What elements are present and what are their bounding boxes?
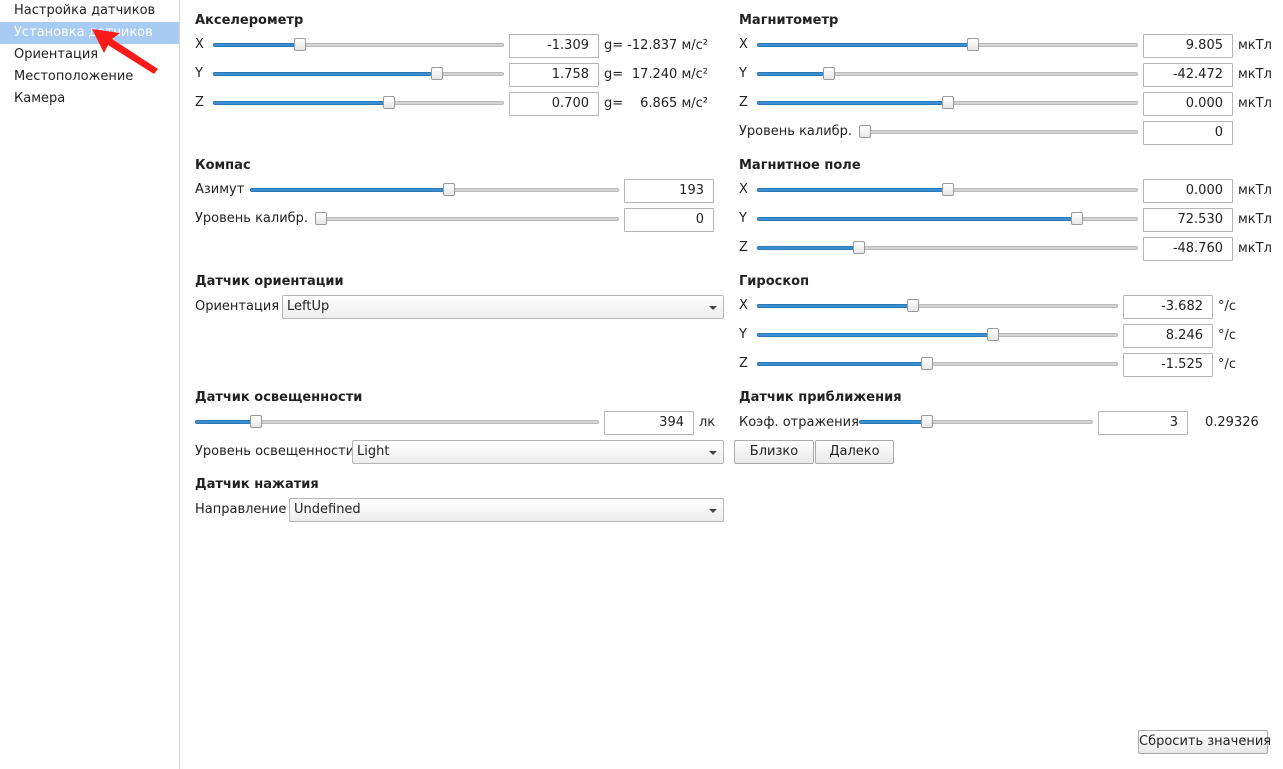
chevron-down-icon — [709, 306, 717, 310]
mag-y-field[interactable]: -42.472 — [1143, 63, 1233, 87]
accel-x-ms2: -12.837 м/с² — [627, 38, 708, 53]
mf-y-field[interactable]: 72.530 — [1143, 208, 1233, 232]
accel-x-slider[interactable] — [213, 37, 504, 53]
mf-z-unit: мкТл — [1238, 241, 1272, 256]
accel-x-g-label: g= — [604, 38, 624, 53]
nav-item-camera[interactable]: Камера — [14, 91, 66, 106]
mag-z-label: Z — [739, 95, 748, 110]
magnetic-field-title: Магнитное поле — [739, 158, 861, 173]
accel-y-label: Y — [195, 66, 203, 81]
nav-item-sensor-setup[interactable]: Установка датчиков — [0, 22, 179, 44]
proximity-sensor-title: Датчик приближения — [739, 390, 902, 405]
mag-calib-field[interactable]: 0 — [1143, 121, 1233, 145]
light-slider[interactable] — [195, 414, 599, 430]
far-button[interactable]: Далеко — [815, 440, 894, 464]
mf-x-slider[interactable] — [757, 182, 1138, 198]
accel-z-slider[interactable] — [213, 95, 504, 111]
mf-x-field[interactable]: 0.000 — [1143, 179, 1233, 203]
sidebar: Настройка датчиков Установка датчиков Ор… — [0, 0, 180, 769]
gyro-x-field[interactable]: -3.682 — [1123, 295, 1213, 319]
pressure-sensor-title: Датчик нажатия — [195, 477, 319, 492]
mag-y-label: Y — [739, 66, 747, 81]
red-arrow-annotation-icon — [92, 29, 158, 74]
orientation-select[interactable]: LeftUp — [282, 295, 724, 319]
reflect-ratio: 0.29326 — [1205, 415, 1259, 430]
orientation-select-value: LeftUp — [287, 299, 330, 314]
light-level-select-value: Light — [357, 444, 390, 459]
chevron-down-icon — [709, 509, 717, 513]
mag-x-field[interactable]: 9.805 — [1143, 34, 1233, 58]
accel-z-ms2: 6.865 м/с² — [640, 96, 708, 111]
light-unit: лк — [699, 415, 716, 430]
accel-y-field[interactable]: 1.758 — [509, 63, 599, 87]
mf-z-label: Z — [739, 240, 748, 255]
gyro-z-slider[interactable] — [757, 356, 1118, 372]
accel-y-slider[interactable] — [213, 66, 504, 82]
gyro-y-unit: °/с — [1218, 328, 1237, 343]
compass-azimuth-label: Азимут — [195, 182, 245, 197]
mag-z-unit: мкТл — [1238, 96, 1272, 111]
reflect-field[interactable]: 3 — [1098, 411, 1188, 435]
nav-item-orientation[interactable]: Ориентация — [14, 47, 99, 62]
reset-values-button[interactable]: Сбросить значения — [1138, 730, 1271, 754]
accel-y-ms2: 17.240 м/с² — [631, 67, 708, 82]
light-level-label: Уровень освещенности — [195, 444, 355, 459]
mag-x-label: X — [739, 37, 748, 52]
orientation-label: Ориентация — [195, 299, 280, 314]
accelerometer-title: Акселерометр — [195, 13, 304, 28]
reflect-label: Коэф. отражения — [739, 415, 859, 430]
mag-y-slider[interactable] — [757, 66, 1138, 82]
gyro-x-unit: °/с — [1218, 299, 1237, 314]
mf-z-field[interactable]: -48.760 — [1143, 237, 1233, 261]
light-field[interactable]: 394 — [604, 411, 694, 435]
accel-y-g-label: g= — [604, 67, 624, 82]
nav-item-sensor-settings[interactable]: Настройка датчиков — [14, 3, 156, 18]
gyro-y-slider[interactable] — [757, 327, 1118, 343]
gyro-z-field[interactable]: -1.525 — [1123, 353, 1213, 377]
direction-label: Направление — [195, 502, 287, 517]
light-sensor-title: Датчик освещенности — [195, 390, 363, 405]
gyro-y-label: Y — [739, 327, 747, 342]
mag-calib-label: Уровень калибр. — [739, 124, 853, 139]
accel-z-field[interactable]: 0.700 — [509, 92, 599, 116]
reflect-slider[interactable] — [859, 414, 1093, 430]
direction-select[interactable]: Undefined — [289, 498, 724, 522]
gyroscope-title: Гироскоп — [739, 274, 810, 289]
mag-calib-slider[interactable] — [859, 124, 1138, 140]
gyro-x-label: X — [739, 298, 748, 313]
mag-x-slider[interactable] — [757, 37, 1138, 53]
mag-x-unit: мкТл — [1238, 38, 1272, 53]
mag-z-field[interactable]: 0.000 — [1143, 92, 1233, 116]
compass-title: Компас — [195, 158, 251, 173]
mag-y-unit: мкТл — [1238, 67, 1272, 82]
gyro-z-unit: °/с — [1218, 357, 1237, 372]
compass-azimuth-field[interactable]: 193 — [624, 179, 714, 203]
compass-azimuth-slider[interactable] — [250, 182, 619, 198]
compass-calib-label: Уровень калибр. — [195, 211, 309, 226]
nav-item-location[interactable]: Местоположение — [14, 69, 134, 84]
light-level-select[interactable]: Light — [352, 440, 724, 464]
mf-z-slider[interactable] — [757, 240, 1138, 256]
compass-calib-field[interactable]: 0 — [624, 208, 714, 232]
accel-x-label: X — [195, 37, 204, 52]
mf-x-unit: мкТл — [1238, 183, 1272, 198]
accel-x-field[interactable]: -1.309 — [509, 34, 599, 58]
gyro-z-label: Z — [739, 356, 748, 371]
near-button[interactable]: Близко — [734, 440, 814, 464]
mf-y-unit: мкТл — [1238, 212, 1272, 227]
gyro-y-field[interactable]: 8.246 — [1123, 324, 1213, 348]
accel-z-label: Z — [195, 95, 204, 110]
mag-z-slider[interactable] — [757, 95, 1138, 111]
mf-x-label: X — [739, 182, 748, 197]
direction-select-value: Undefined — [294, 502, 361, 517]
orientation-sensor-title: Датчик ориентации — [195, 274, 344, 289]
accel-z-g-label: g= — [604, 96, 624, 111]
compass-calib-slider[interactable] — [315, 211, 619, 227]
magnetometer-title: Магнитометр — [739, 13, 839, 28]
gyro-x-slider[interactable] — [757, 298, 1118, 314]
mf-y-label: Y — [739, 211, 747, 226]
mf-y-slider[interactable] — [757, 211, 1138, 227]
chevron-down-icon — [709, 451, 717, 455]
